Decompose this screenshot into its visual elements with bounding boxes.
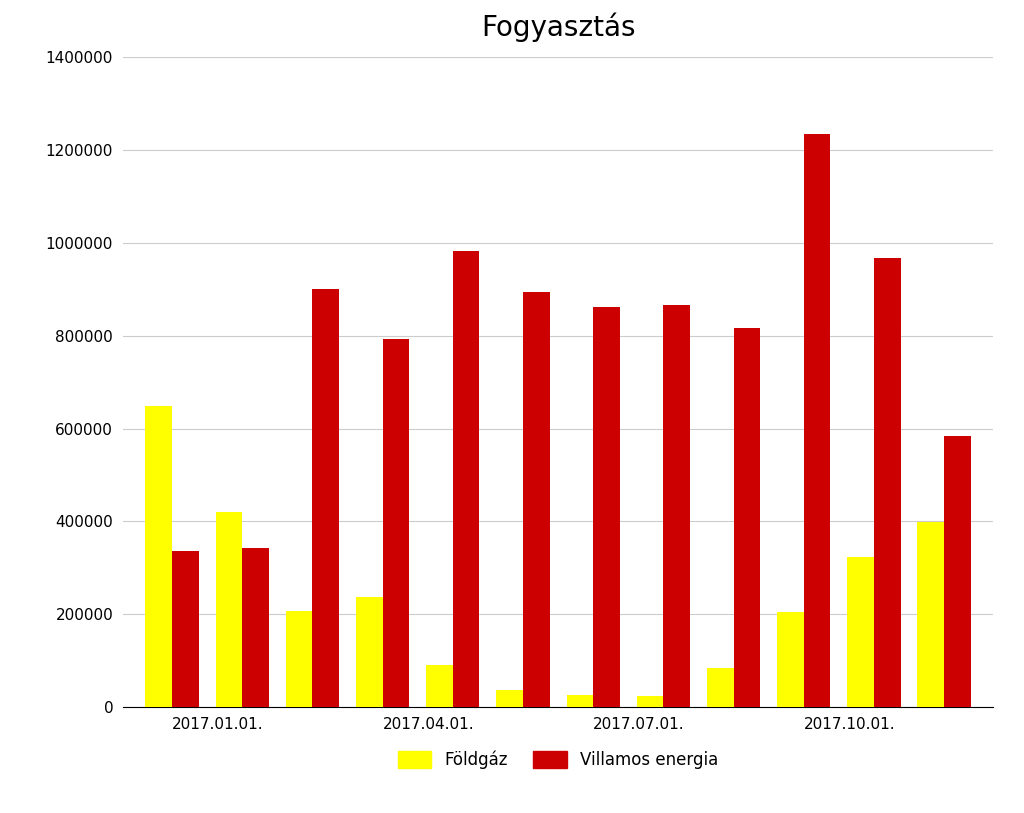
Bar bbox=[356, 598, 383, 707]
Bar bbox=[497, 690, 523, 707]
Bar bbox=[312, 289, 339, 707]
Bar bbox=[145, 406, 172, 707]
Bar bbox=[944, 436, 971, 707]
Bar bbox=[918, 523, 944, 707]
Bar bbox=[172, 550, 199, 707]
Bar bbox=[847, 557, 873, 707]
Bar bbox=[707, 667, 733, 707]
Bar bbox=[873, 258, 901, 707]
Bar bbox=[243, 549, 269, 707]
Bar bbox=[566, 695, 593, 707]
Bar bbox=[637, 696, 664, 707]
Bar bbox=[453, 250, 479, 707]
Bar bbox=[426, 666, 453, 707]
Bar bbox=[286, 611, 312, 707]
Bar bbox=[733, 328, 760, 707]
Bar bbox=[777, 612, 804, 707]
Bar bbox=[664, 305, 690, 707]
Bar bbox=[215, 512, 243, 707]
Title: Fogyasztás: Fogyasztás bbox=[481, 12, 635, 42]
Legend: Földgáz, Villamos energia: Földgáz, Villamos energia bbox=[390, 741, 726, 777]
Bar bbox=[804, 134, 830, 707]
Bar bbox=[523, 293, 550, 707]
Bar bbox=[383, 339, 410, 707]
Bar bbox=[593, 307, 620, 707]
